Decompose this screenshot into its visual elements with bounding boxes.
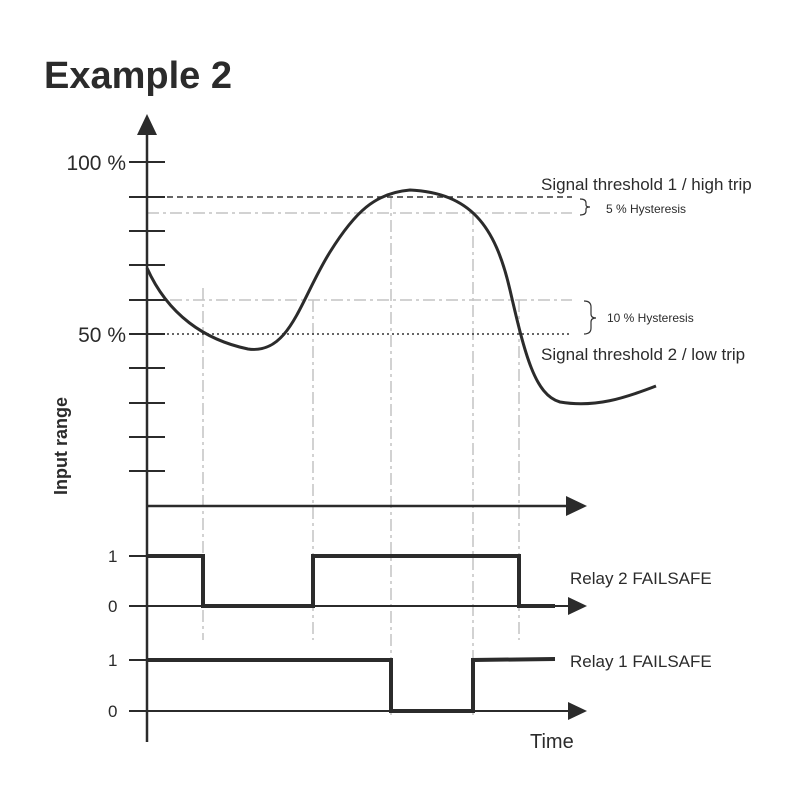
low-hysteresis-label: 10 % Hysteresis — [607, 311, 694, 325]
input-axes — [145, 130, 570, 742]
relay2-axis-arrow — [568, 597, 587, 615]
time-guides — [202, 197, 520, 715]
y-tick-label-50: 50 % — [78, 324, 126, 347]
relay1-axis-arrow — [568, 702, 587, 720]
high-hysteresis-brace — [579, 198, 591, 216]
relay2-label: Relay 2 FAILSAFE — [570, 569, 712, 588]
y-axis-ticks — [129, 161, 165, 472]
relay2-level-0: 0 — [108, 597, 117, 616]
relay1-signal — [147, 657, 556, 713]
relay2-signal — [147, 554, 555, 608]
high-trip-label: Signal threshold 1 / high trip — [541, 175, 752, 194]
relay1-level-1: 1 — [108, 651, 117, 670]
relay1-level-0: 0 — [108, 702, 117, 721]
y-tick-label-100: 100 % — [66, 152, 126, 175]
input-signal-curve — [145, 188, 657, 406]
time-axis-label: Time — [530, 731, 574, 753]
high-hysteresis-label: 5 % Hysteresis — [606, 202, 686, 216]
diagram-title: Example 2 — [44, 55, 232, 97]
input-x-axis-arrow — [566, 496, 587, 516]
input-y-axis-arrow — [137, 114, 157, 135]
relay1-label: Relay 1 FAILSAFE — [570, 652, 712, 671]
low-hysteresis-brace — [583, 300, 597, 335]
relay2-level-1: 1 — [108, 547, 117, 566]
input-range-axis-title: Input range — [51, 397, 71, 495]
low-trip-label: Signal threshold 2 / low trip — [541, 345, 745, 364]
